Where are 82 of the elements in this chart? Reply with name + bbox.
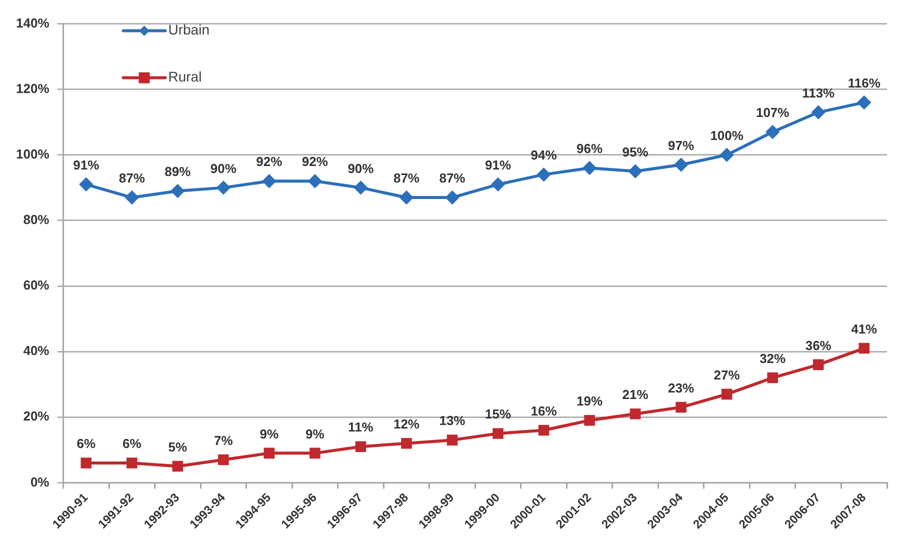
- point: [401, 438, 412, 449]
- data-label: 107%: [756, 105, 790, 120]
- point: [400, 191, 413, 204]
- y-tick-label: 140%: [16, 15, 50, 30]
- data-label: 36%: [805, 338, 832, 353]
- point: [858, 96, 871, 109]
- point: [172, 460, 184, 472]
- y-tick-label: 20%: [23, 408, 50, 424]
- point: [720, 148, 734, 162]
- data-label: 94%: [530, 148, 558, 163]
- point: [80, 178, 93, 191]
- legend-label: Rural: [168, 68, 202, 85]
- data-label: 5%: [168, 439, 188, 454]
- data-label: 6%: [122, 436, 142, 452]
- y-tick-label: 60%: [23, 278, 50, 293]
- y-tick-label: 0%: [30, 474, 50, 490]
- data-label: 16%: [530, 403, 558, 418]
- data-label: 15%: [484, 406, 512, 422]
- point: [355, 441, 366, 452]
- point: [125, 191, 138, 204]
- data-label: 27%: [714, 367, 740, 382]
- data-label: 87%: [118, 170, 146, 186]
- data-label: 116%: [848, 76, 881, 91]
- point: [674, 158, 688, 172]
- point: [126, 458, 138, 468]
- point: [446, 191, 459, 204]
- y-tick-label: 100%: [16, 146, 50, 162]
- data-label: 89%: [164, 164, 192, 180]
- point: [492, 428, 504, 439]
- point: [218, 454, 229, 466]
- point: [812, 359, 824, 370]
- data-label: 7%: [214, 432, 234, 448]
- point: [538, 424, 550, 436]
- point: [721, 388, 732, 400]
- point: [264, 448, 275, 459]
- data-label: 91%: [484, 157, 512, 172]
- point: [308, 174, 322, 188]
- data-label: 9%: [260, 426, 280, 442]
- data-label: 13%: [439, 413, 466, 428]
- data-label: 11%: [348, 420, 374, 435]
- point: [216, 181, 230, 194]
- point: [630, 408, 641, 420]
- data-label: 12%: [393, 416, 420, 432]
- data-label: 87%: [393, 170, 420, 186]
- data-label: 32%: [760, 350, 786, 366]
- data-label: 92%: [256, 154, 283, 170]
- data-label: 95%: [622, 144, 649, 160]
- data-label: 87%: [439, 170, 466, 186]
- point: [766, 125, 780, 138]
- data-label: 113%: [802, 85, 836, 100]
- data-label: 100%: [710, 128, 744, 143]
- data-label: 91%: [73, 157, 100, 172]
- point: [858, 342, 870, 354]
- data-label: 97%: [668, 138, 695, 153]
- point: [354, 181, 368, 194]
- point: [80, 458, 92, 468]
- point: [584, 415, 595, 426]
- point: [446, 434, 458, 446]
- point: [171, 184, 184, 198]
- data-label: 23%: [668, 380, 695, 396]
- point: [812, 106, 825, 119]
- data-label: 9%: [306, 426, 325, 442]
- point: [767, 372, 778, 384]
- data-label: 90%: [348, 160, 374, 176]
- data-label: 21%: [622, 386, 649, 402]
- point: [676, 402, 686, 413]
- legend-label: Urbain: [168, 22, 210, 38]
- y-tick-label: 80%: [23, 212, 50, 228]
- data-label: 19%: [576, 393, 603, 408]
- data-label: 96%: [576, 141, 603, 156]
- y-tick-label: 120%: [16, 80, 50, 96]
- point: [583, 162, 596, 175]
- data-label: 90%: [210, 160, 237, 176]
- point: [492, 178, 505, 191]
- data-label: 41%: [851, 321, 878, 336]
- point: [628, 164, 642, 178]
- data-label: 6%: [76, 436, 96, 452]
- data-label: 92%: [302, 154, 328, 170]
- point: [262, 174, 276, 188]
- point: [537, 168, 550, 182]
- y-tick-label: 40%: [23, 343, 50, 358]
- point: [310, 448, 320, 459]
